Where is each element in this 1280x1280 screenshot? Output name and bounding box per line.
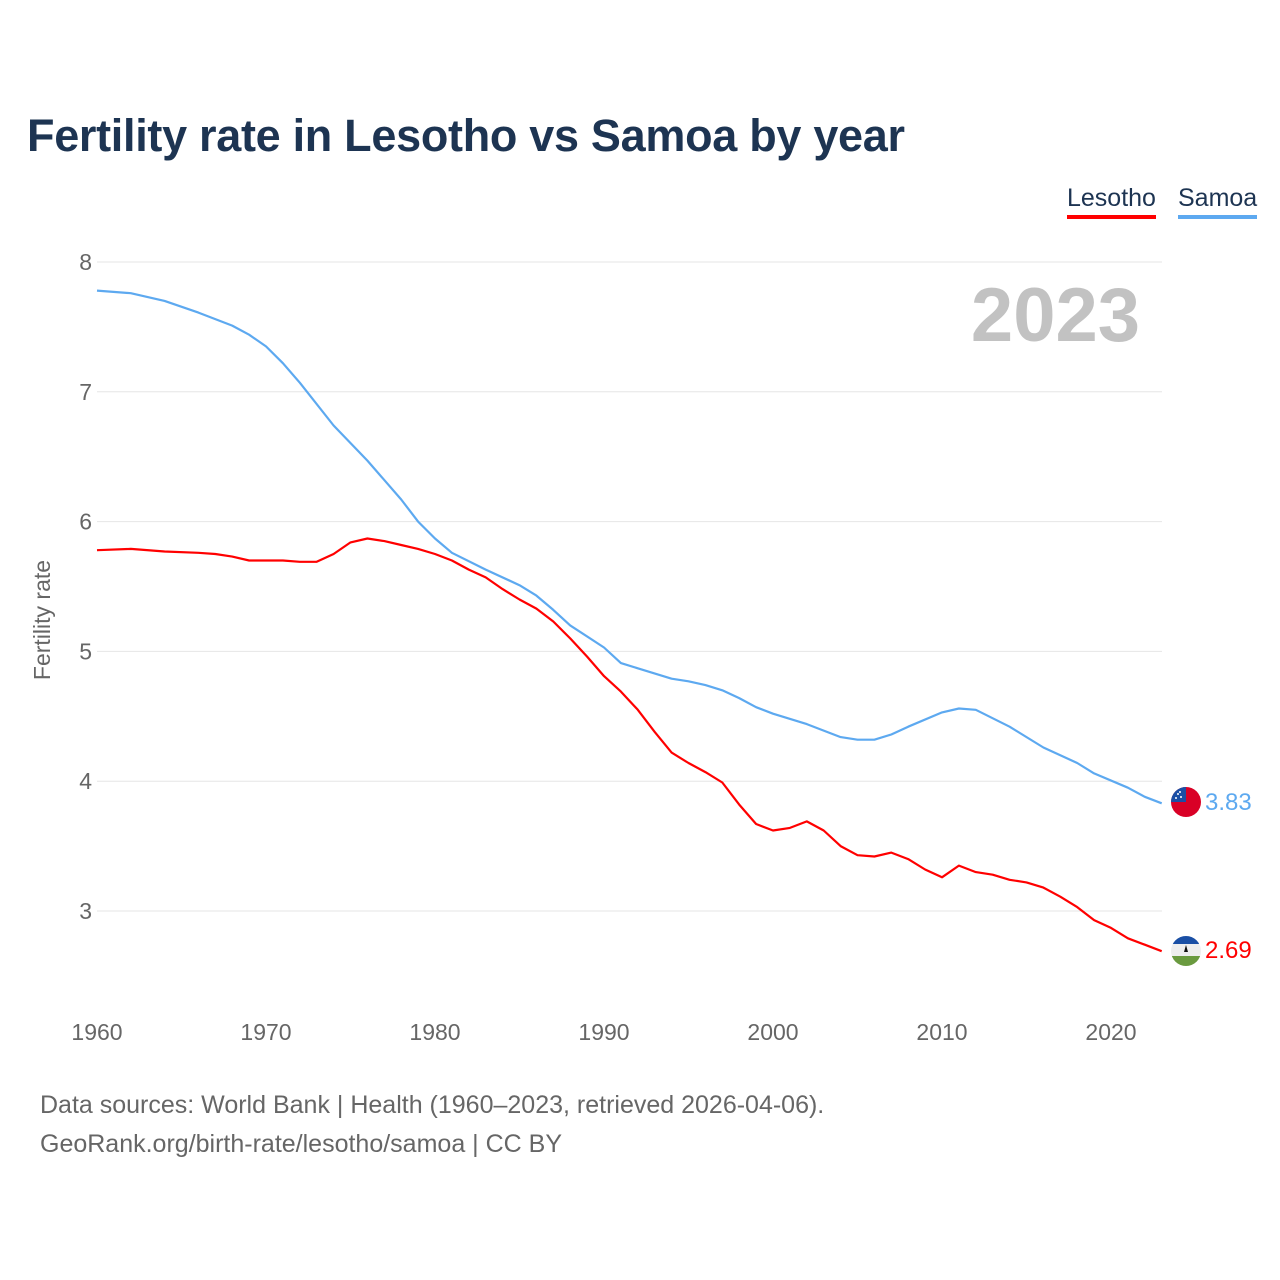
y-axis-label: Fertility rate — [29, 560, 55, 680]
y-tick-label: 8 — [79, 249, 92, 275]
axis-ticks: 3 4 5 6 7 8 1960 1970 1980 1990 2000 2010 2020 — [71, 249, 1136, 1045]
x-tick-label: 2000 — [747, 1019, 798, 1045]
grid — [97, 261, 1162, 912]
samoa-flag-icon — [1171, 787, 1201, 817]
series-line-samoa — [96, 289, 1163, 805]
x-tick-label: 2010 — [916, 1019, 967, 1045]
source-line: Data sources: World Bank | Health (1960–… — [40, 1091, 825, 1119]
source-note: Data sources: World Bank | Health (1960–… — [40, 1086, 824, 1164]
lesotho-end-label: 2.69 — [1205, 937, 1252, 964]
x-tick-label: 1960 — [71, 1019, 122, 1045]
year-watermark: 2023 — [971, 273, 1140, 358]
y-tick-label: 5 — [79, 638, 92, 664]
y-tick-label: 6 — [79, 509, 92, 535]
y-tick-label: 7 — [79, 379, 92, 405]
legend-lesotho[interactable]: Lesotho — [1067, 184, 1156, 219]
chart-title: Fertility rate in Lesotho vs Samoa by ye… — [27, 110, 905, 161]
lesotho-flag-icon — [1171, 936, 1201, 966]
legend-samoa[interactable]: Samoa — [1178, 184, 1258, 219]
series-lines — [96, 289, 1163, 953]
y-tick-label: 3 — [79, 898, 92, 924]
source-link[interactable]: GeoRank.org/birth-rate/lesotho/samoa | C… — [40, 1130, 563, 1158]
y-tick-label: 4 — [79, 768, 92, 794]
series-line-lesotho — [96, 537, 1163, 953]
samoa-end-label: 3.83 — [1205, 789, 1252, 816]
x-tick-label: 2020 — [1085, 1019, 1136, 1045]
x-tick-label: 1970 — [240, 1019, 291, 1045]
x-tick-label: 1980 — [409, 1019, 460, 1045]
x-tick-label: 1990 — [578, 1019, 629, 1045]
